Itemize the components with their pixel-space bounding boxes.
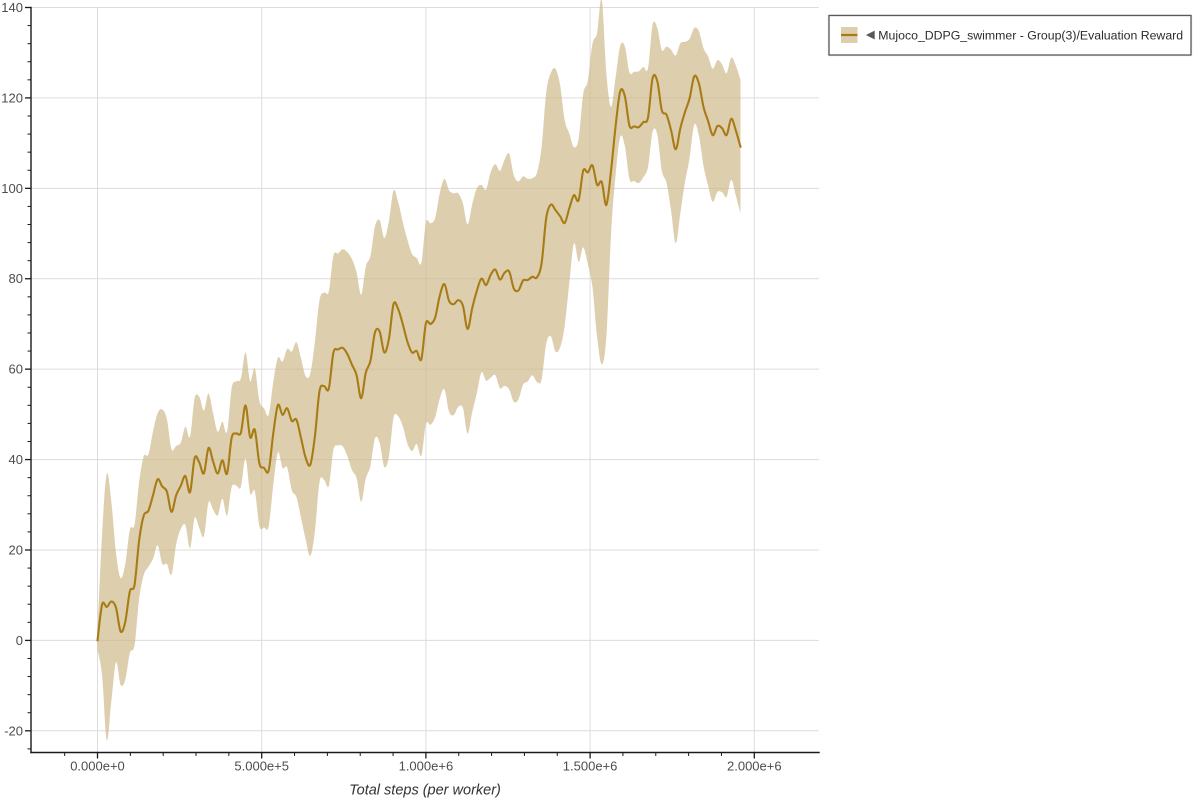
svg-text:1.000e+6: 1.000e+6 [399,759,454,774]
svg-text:80: 80 [9,271,23,286]
svg-text:Total steps (per worker): Total steps (per worker) [349,783,501,799]
svg-text:1.500e+6: 1.500e+6 [563,759,618,774]
svg-text:0.000e+0: 0.000e+0 [70,759,125,774]
svg-text:5.000e+5: 5.000e+5 [234,759,289,774]
svg-text:60: 60 [9,362,23,377]
svg-text:20: 20 [9,542,23,557]
svg-text:2.000e+6: 2.000e+6 [727,759,782,774]
svg-text:120: 120 [1,90,23,105]
svg-text:100: 100 [1,181,23,196]
svg-text:-20: -20 [4,723,23,738]
svg-text:140: 140 [1,0,23,15]
svg-text:0: 0 [16,633,23,648]
svg-text:40: 40 [9,452,23,467]
svg-text:Mujoco_DDPG_swimmer - Group(3): Mujoco_DDPG_swimmer - Group(3)/Evaluatio… [878,29,1183,43]
